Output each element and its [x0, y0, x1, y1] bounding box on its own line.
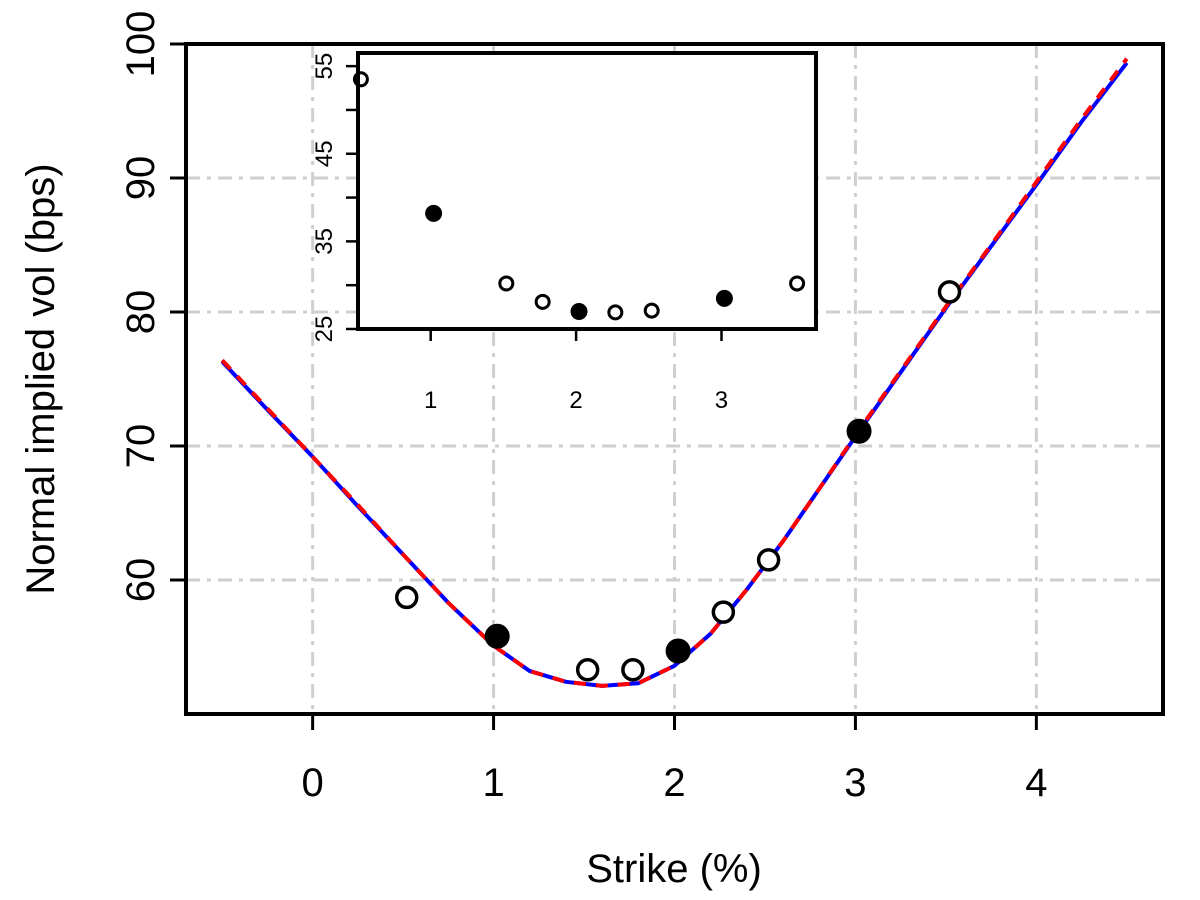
x-tick-label: 1: [482, 761, 504, 805]
inset-y-tick-label: 35: [311, 228, 338, 255]
x-axis-title: Strike (%): [586, 847, 762, 891]
open-data-point: [711, 600, 736, 624]
inset-filled-data-point: [425, 204, 443, 222]
open-data-point: [756, 548, 781, 572]
inset-open-data-point: [607, 304, 624, 321]
fit-curve-red-dashed: [220, 57, 1129, 688]
open-data-point: [937, 280, 962, 304]
inset-x-axis: 1 2 3: [424, 329, 728, 414]
x-tick-label: 2: [663, 761, 685, 805]
main-y-axis: 60 70 80 90 100: [119, 11, 186, 603]
y-tick-label: 100: [119, 11, 163, 78]
inset-open-data-point: [534, 293, 551, 310]
y-tick-label: 80: [119, 290, 163, 335]
main-data-points: [394, 280, 962, 682]
inset-open-data-point: [498, 275, 515, 292]
inset-plot-frame: [356, 51, 818, 331]
y-tick-label: 90: [119, 156, 163, 201]
filled-data-point: [846, 418, 872, 444]
inset-y-tick-label: 45: [311, 140, 338, 167]
filled-data-point: [484, 623, 510, 649]
inset-plot: 1 2 3 25 35 45 55: [311, 51, 818, 414]
inset-open-data-point: [789, 275, 806, 292]
inset-x-tick-label: 2: [569, 387, 582, 414]
inset-x-tick-label: 1: [424, 387, 437, 414]
inset-y-tick-label: 55: [311, 53, 338, 80]
y-tick-label: 60: [119, 558, 163, 603]
inset-open-data-point: [643, 302, 660, 319]
x-tick-label: 0: [302, 761, 324, 805]
x-tick-label: 3: [844, 761, 866, 805]
inset-filled-data-point: [570, 302, 588, 320]
inset-filled-data-point: [715, 289, 733, 307]
main-x-axis: 0 1 2 3 4: [302, 714, 1047, 805]
inset-background: [358, 53, 816, 329]
inset-x-tick-label: 3: [715, 387, 728, 414]
filled-data-point: [665, 638, 691, 664]
inset-y-tick-label: 25: [311, 316, 338, 343]
inset-y-axis: 25 35 45 55: [311, 53, 358, 343]
open-data-point: [394, 585, 419, 610]
y-tick-label: 70: [119, 424, 163, 469]
open-data-point: [621, 658, 645, 682]
y-axis-title: Normal implied vol (bps): [19, 163, 63, 594]
main-curves: [220, 57, 1129, 688]
open-data-point: [575, 658, 600, 682]
x-tick-label: 4: [1025, 761, 1047, 805]
